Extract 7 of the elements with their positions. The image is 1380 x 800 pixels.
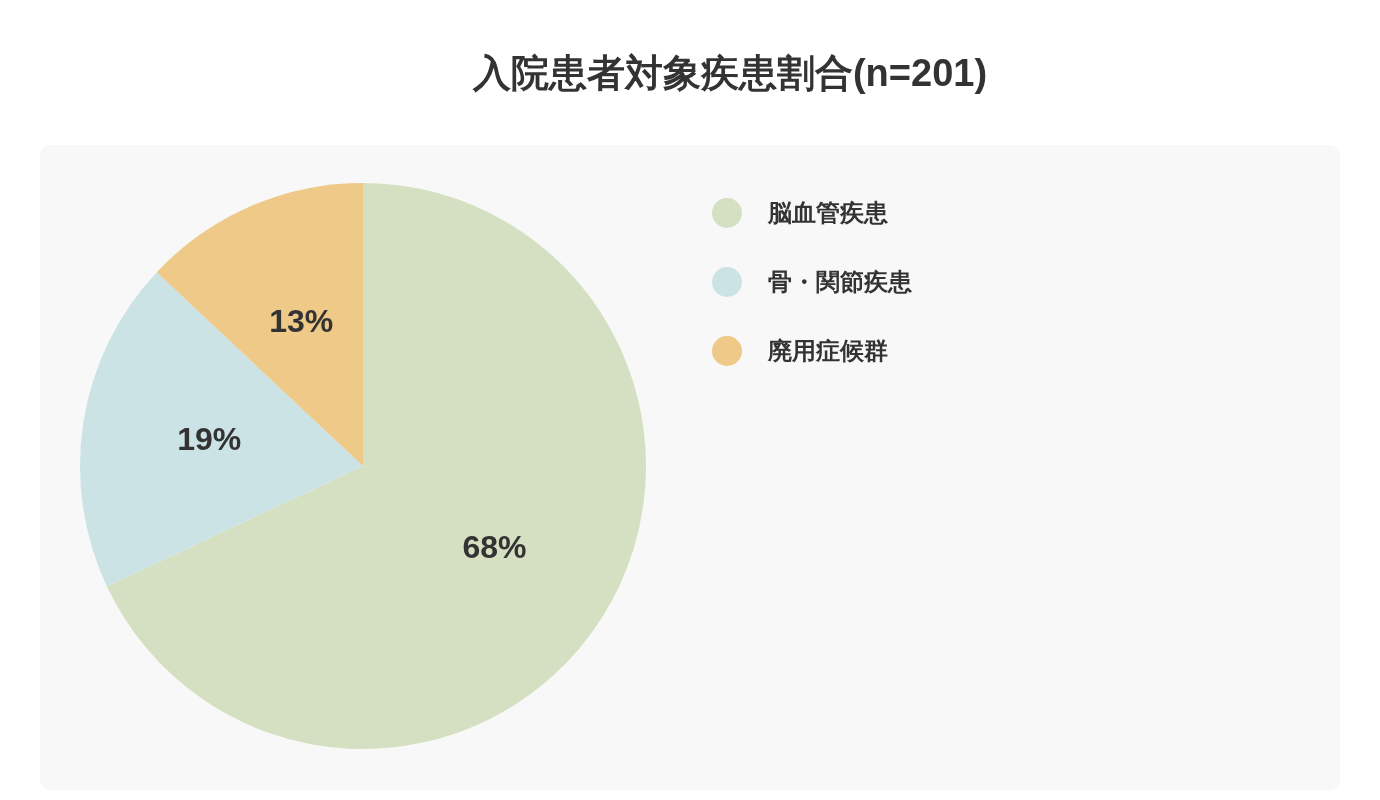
chart-title: 入院患者対象疾患割合(n=201) [471,51,989,96]
data-label: 19% [177,421,242,458]
legend-label: 脳血管疾患 [768,198,888,228]
data-label: 13% [269,302,334,339]
legend-label: 骨・関節疾患 [768,267,912,297]
legend-label: 廃用症候群 [768,336,888,366]
data-label: 68% [462,529,527,566]
